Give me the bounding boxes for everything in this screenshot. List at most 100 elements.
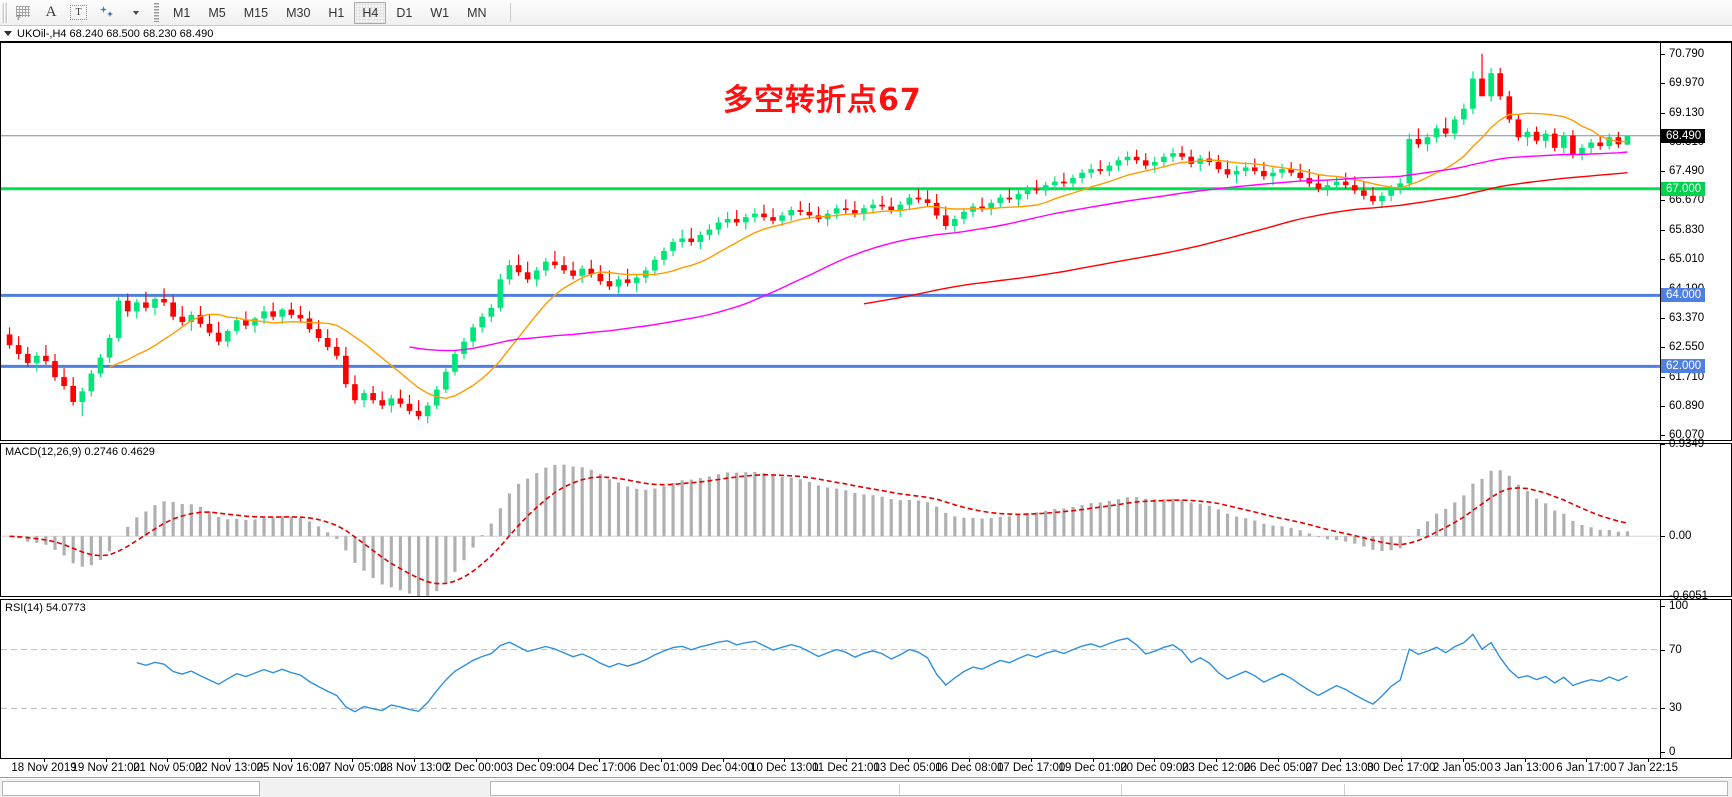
time-axis-tick: [907, 759, 909, 762]
price-axis-tick: [1661, 230, 1665, 232]
rsi-pane[interactable]: 100 70 30 0 RSI(14) 54.0773: [0, 599, 1732, 759]
time-axis-label: 16 Dec 08:00: [935, 762, 1004, 774]
price-axis-tick: [1661, 171, 1665, 173]
price-axis-label: 66.670: [1669, 194, 1705, 207]
price-badge-current[interactable]: 68.490: [1661, 128, 1706, 143]
macd-axis-label: 0.00: [1669, 530, 1692, 543]
price-badge-green[interactable]: 67.000: [1661, 181, 1706, 196]
time-axis-label: 27 Dec 13:00: [1305, 762, 1374, 774]
text-object-icon[interactable]: T: [65, 2, 92, 24]
rsi-axis-tick: [1661, 649, 1665, 651]
rsi-axis-tick: [1661, 605, 1665, 607]
time-axis-label: 4 Dec 17:00: [568, 762, 631, 774]
timeframe-m30-button[interactable]: M30: [286, 5, 311, 20]
price-badge-blue[interactable]: 64.000: [1661, 288, 1706, 303]
time-axis-label: 23 Dec 12:00: [1181, 762, 1251, 774]
macd-pane[interactable]: 0.9349 0.00 -0.6051 MACD(12,26,9) 0.2746 0…: [0, 438, 1732, 602]
indicators-sparkle-icon[interactable]: [94, 2, 122, 24]
rsi-axis-tick: [1661, 752, 1665, 754]
price-axis-tick: [1661, 405, 1665, 407]
time-axis[interactable]: 18 Nov 2019 19 Nov 21:00 21 Nov 05:00 22 No…: [0, 759, 1732, 778]
price-axis-tick: [1661, 376, 1665, 378]
price-badge-blue[interactable]: 62.000: [1661, 359, 1706, 374]
timeframe-m1-button[interactable]: M1: [173, 5, 191, 20]
toolbar-separator: [154, 3, 159, 22]
time-axis-tick: [1401, 759, 1403, 762]
time-axis-tick: [969, 759, 971, 762]
time-axis-label: 3 Dec 09:00: [506, 762, 569, 774]
time-axis-label: 19 Nov 21:00: [71, 762, 140, 774]
time-axis-tick: [414, 759, 416, 762]
time-axis-tick: [1462, 759, 1464, 762]
timeframe-m15-button[interactable]: M15: [243, 5, 269, 20]
chevron-down-icon[interactable]: [124, 2, 148, 24]
price-axis-label: 60.890: [1669, 399, 1705, 412]
rsi-axis-label: 0: [1669, 746, 1676, 759]
timeframe-h1-button[interactable]: H1: [328, 5, 345, 20]
macd-axis-tick: [1661, 444, 1665, 445]
time-axis-label: 22 Nov 13:00: [194, 762, 264, 774]
time-axis-tick: [1031, 759, 1033, 762]
time-axis-tick: [784, 759, 786, 762]
timeframe-m5-button[interactable]: M5: [208, 5, 226, 20]
time-axis-tick: [537, 759, 539, 762]
price-axis-tick: [1661, 83, 1665, 85]
time-axis-tick: [660, 759, 662, 762]
time-axis-label: 19 Dec 01:00: [1058, 762, 1127, 774]
price-axis-tick: [1661, 259, 1665, 261]
time-axis-label: 3 Jan 13:00: [1494, 762, 1555, 774]
toolbar-drag-handle[interactable]: [1, 2, 8, 23]
chart-annotation-text[interactable]: 多空转折点67: [723, 83, 922, 118]
price-axis-tick: [1661, 54, 1665, 56]
rsi-scale-background: [1660, 600, 1731, 758]
timeframe-w1-button[interactable]: W1: [430, 5, 450, 20]
price-axis-label: 60.070: [1669, 429, 1705, 442]
time-axis-label: 25 Nov 16:00: [256, 762, 325, 774]
rsi-axis-label: 30: [1669, 702, 1682, 715]
time-axis-tick: [1648, 759, 1649, 762]
time-axis-label: 28 Nov 13:00: [379, 762, 449, 774]
time-axis-tick: [599, 759, 601, 762]
price-axis[interactable]: 70.79069.97069.13068.31067.49066.67065.8…: [1660, 43, 1731, 442]
timeframe-mn-button[interactable]: MN: [467, 5, 487, 20]
time-axis-label: 18 Nov 2019: [11, 762, 77, 774]
rsi-label: RSI(14) 54.0773: [5, 602, 88, 614]
time-axis-tick: [105, 759, 107, 762]
time-axis-tick: [722, 759, 724, 762]
time-axis-tick: [1154, 759, 1156, 762]
price-plot-area[interactable]: [1, 43, 1731, 440]
price-axis-label: 65.830: [1669, 224, 1705, 237]
timeframe-h4-button[interactable]: H4: [354, 1, 387, 24]
price-axis-label: 63.370: [1669, 311, 1705, 324]
status-right-cell[interactable]: [490, 780, 1728, 796]
time-axis-label: 10 Dec 13:00: [750, 762, 819, 774]
time-axis-tick: [44, 759, 45, 762]
status-left-cell[interactable]: [2, 780, 260, 796]
time-axis-label: 9 Dec 04:00: [691, 762, 754, 774]
time-axis-tick: [167, 759, 169, 762]
price-axis-tick: [1661, 317, 1665, 319]
timeframe-d1-button[interactable]: D1: [396, 5, 413, 20]
macd-axis-tick: [1661, 596, 1665, 597]
rsi-axis: 100 70 30 0: [1660, 600, 1731, 758]
grid-crosshair-icon[interactable]: F: [11, 2, 37, 24]
time-axis-label: 27 Nov 05:00: [318, 762, 387, 774]
price-pane[interactable]: 70.79069.97069.13068.31067.49066.67065.8…: [0, 42, 1732, 441]
symbol-dropdown-icon[interactable]: [4, 31, 12, 36]
price-axis-label: 62.550: [1669, 340, 1705, 353]
macd-axis: 0.9349 0.00 -0.6051: [1660, 438, 1731, 602]
timeframe-group: M1 M5 M15 M30 H1 H4 D1 W1 MN: [164, 1, 496, 24]
price-axis-label: 67.490: [1669, 165, 1705, 178]
time-axis-tick: [229, 759, 231, 762]
time-axis-label: 2 Dec 00:00: [444, 762, 507, 774]
toolbar-separator-2: [509, 3, 511, 22]
time-axis-label: 30 Dec 17:00: [1367, 762, 1436, 774]
macd-plot-area[interactable]: [1, 444, 1731, 596]
text-label-icon[interactable]: A: [45, 4, 57, 20]
time-axis-tick: [290, 759, 292, 762]
macd-axis-label: 0.9349: [1669, 438, 1705, 450]
rsi-axis-tick: [1661, 708, 1665, 710]
status-bar: [0, 778, 1732, 797]
rsi-plot-area[interactable]: [1, 600, 1731, 758]
symbol-quote-text: UKOil-,H4 68.240 68.500 68.230 68.490: [17, 27, 214, 40]
